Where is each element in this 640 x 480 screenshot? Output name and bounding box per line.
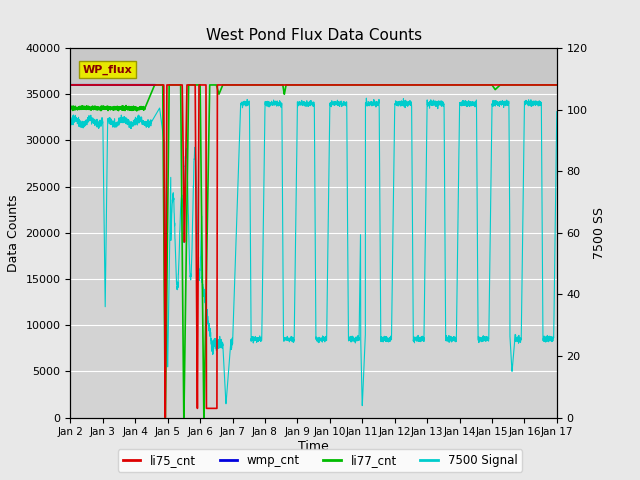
Bar	[70, 48, 557, 85]
Y-axis label: 7500 SS: 7500 SS	[593, 207, 606, 259]
Y-axis label: Data Counts: Data Counts	[7, 194, 20, 272]
Text: WP_flux: WP_flux	[83, 65, 132, 75]
Legend: li75_cnt, wmp_cnt, li77_cnt, 7500 Signal: li75_cnt, wmp_cnt, li77_cnt, 7500 Signal	[118, 449, 522, 472]
Bar	[70, 85, 557, 418]
Title: West Pond Flux Data Counts: West Pond Flux Data Counts	[205, 28, 422, 43]
X-axis label: Time: Time	[298, 440, 329, 453]
